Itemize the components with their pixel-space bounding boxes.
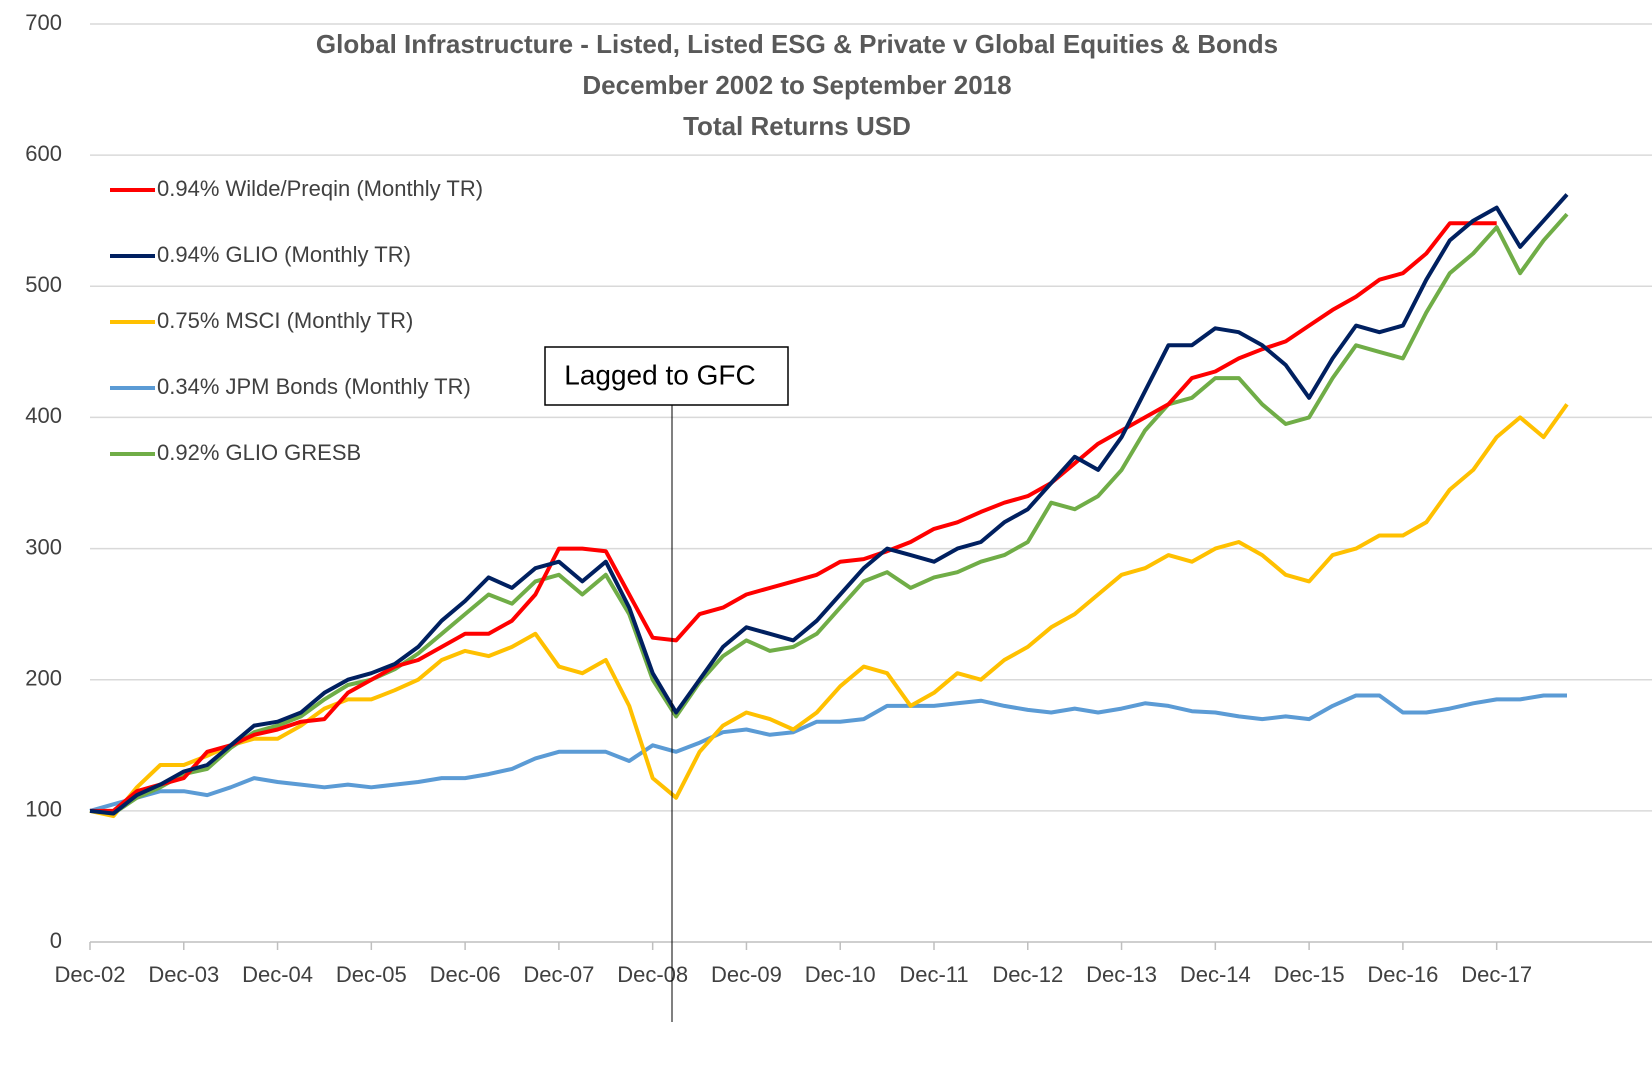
legend-label: 0.75% MSCI (Monthly TR)	[157, 308, 413, 333]
x-tick-label: Dec-06	[430, 962, 501, 987]
x-tick-label: Dec-09	[711, 962, 782, 987]
legend-label: 0.94% Wilde/Preqin (Monthly TR)	[157, 176, 483, 201]
y-tick-label: 300	[25, 534, 62, 559]
y-tick-label: 500	[25, 272, 62, 297]
series-line	[90, 221, 1497, 813]
y-tick-label: 200	[25, 666, 62, 691]
x-tick-label: Dec-15	[1274, 962, 1345, 987]
x-tick-label: Dec-08	[617, 962, 688, 987]
series-line	[89, 193, 1569, 816]
x-tick-label: Dec-17	[1461, 962, 1532, 987]
x-tick-label: Dec-14	[1180, 962, 1251, 987]
x-tick-label: Dec-16	[1367, 962, 1438, 987]
x-tick-label: Dec-12	[992, 962, 1063, 987]
x-tick-label: Dec-10	[805, 962, 876, 987]
y-tick-label: 700	[25, 10, 62, 35]
x-tick-label: Dec-13	[1086, 962, 1157, 987]
annotation-box	[544, 346, 789, 406]
x-tick-label: Dec-04	[242, 962, 313, 987]
x-tick-label: Dec-02	[55, 962, 126, 987]
legend-label: 0.94% GLIO (Monthly TR)	[157, 242, 411, 267]
chart-subtitle: Total Returns USD	[683, 111, 911, 141]
x-tick-label: Dec-11	[899, 962, 968, 987]
y-tick-label: 600	[25, 141, 62, 166]
x-tick-label: Dec-03	[148, 962, 219, 987]
legend-label: 0.34% JPM Bonds (Monthly TR)	[157, 374, 471, 399]
chart-title: Global Infrastructure - Listed, Listed E…	[316, 29, 1278, 59]
series-line	[89, 693, 1567, 813]
y-tick-label: 0	[50, 928, 62, 953]
y-tick-label: 100	[25, 797, 62, 822]
x-tick-label: Dec-07	[523, 962, 594, 987]
x-tick-label: Dec-05	[336, 962, 407, 987]
legend-label: 0.92% GLIO GRESB	[157, 440, 361, 465]
chart-subtitle: December 2002 to September 2018	[582, 70, 1011, 100]
plot-area: 0 100 200 300 400 500 600 700 Dec-02 Dec-03 Dec-04…	[25, 10, 1652, 987]
annotation: Lagged to GFC	[564, 359, 755, 390]
series-line	[89, 212, 1569, 816]
y-tick-label: 400	[25, 403, 62, 428]
